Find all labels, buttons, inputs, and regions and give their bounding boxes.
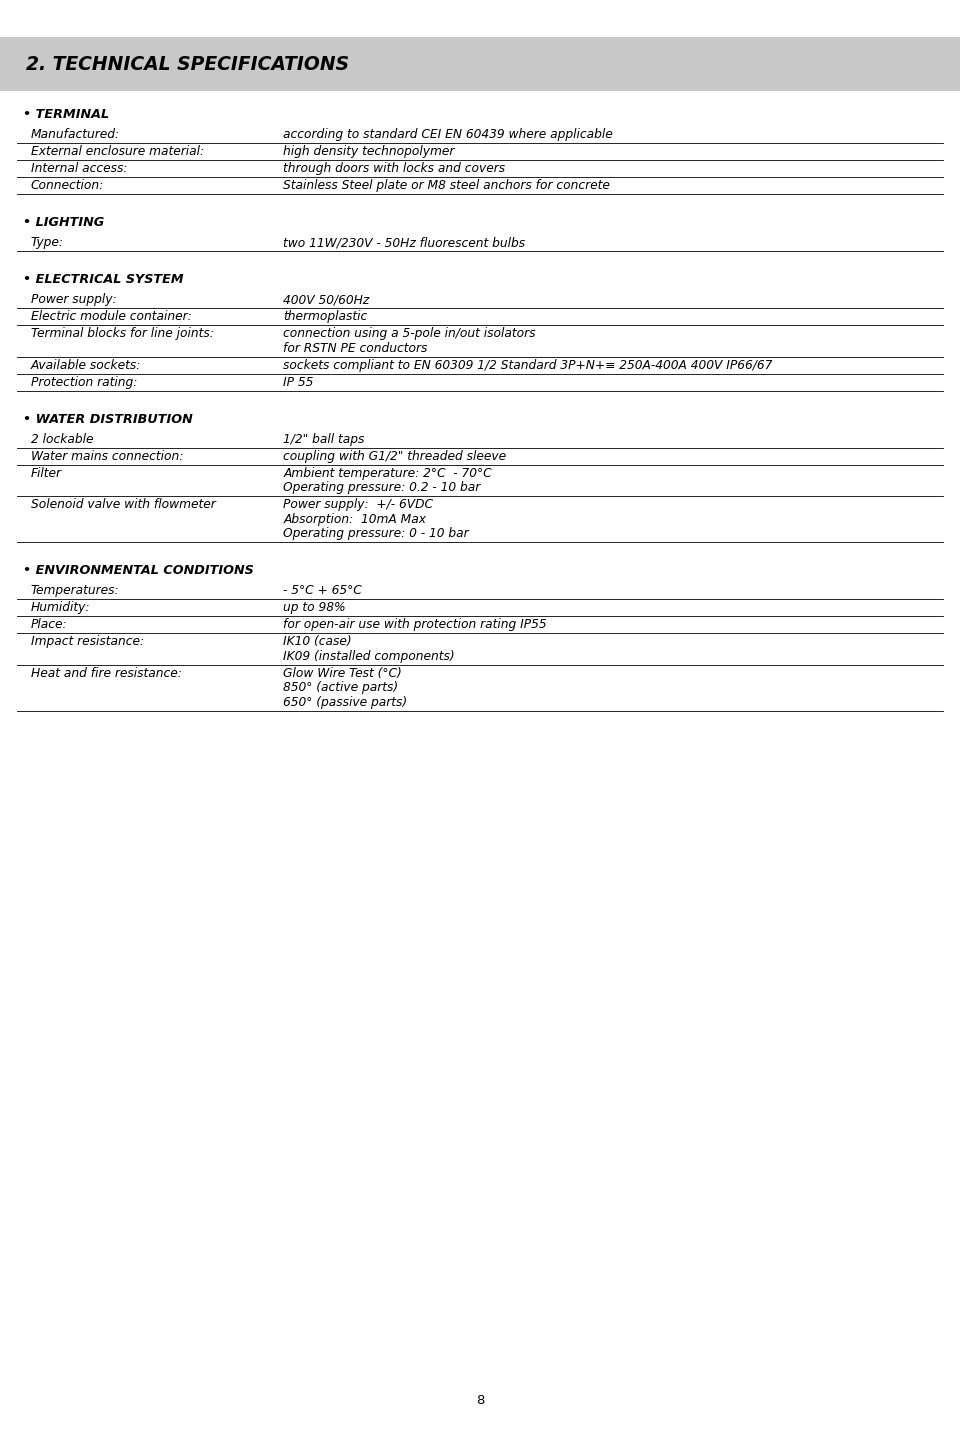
Text: sockets compliant to EN 60309 1/2 Standard 3P+N+≡ 250A-400A 400V IP66/67: sockets compliant to EN 60309 1/2 Standa… bbox=[283, 359, 773, 372]
Text: according to standard CEI EN 60439 where applicable: according to standard CEI EN 60439 where… bbox=[283, 129, 612, 141]
Text: Filter: Filter bbox=[31, 466, 61, 480]
Text: 8: 8 bbox=[476, 1393, 484, 1408]
Text: External enclosure material:: External enclosure material: bbox=[31, 144, 204, 159]
Text: IK09 (installed components): IK09 (installed components) bbox=[283, 650, 455, 663]
Text: Electric module container:: Electric module container: bbox=[31, 310, 191, 323]
Text: • TERMINAL: • TERMINAL bbox=[23, 109, 109, 121]
Text: Operating pressure: 0.2 - 10 bar: Operating pressure: 0.2 - 10 bar bbox=[283, 482, 480, 494]
Text: Place:: Place: bbox=[31, 617, 67, 632]
Text: IP 55: IP 55 bbox=[283, 376, 314, 389]
Bar bbox=[0, 37, 960, 91]
Text: Temperatures:: Temperatures: bbox=[31, 584, 119, 597]
Text: • ELECTRICAL SYSTEM: • ELECTRICAL SYSTEM bbox=[23, 273, 183, 286]
Text: 1/2" ball taps: 1/2" ball taps bbox=[283, 433, 365, 446]
Text: Ambient temperature: 2°C  - 70°C: Ambient temperature: 2°C - 70°C bbox=[283, 466, 492, 480]
Text: for open-air use with protection rating IP55: for open-air use with protection rating … bbox=[283, 617, 547, 632]
Text: - 5°C + 65°C: - 5°C + 65°C bbox=[283, 584, 362, 597]
Text: Power supply:: Power supply: bbox=[31, 293, 116, 306]
Text: through doors with locks and covers: through doors with locks and covers bbox=[283, 161, 505, 174]
Text: up to 98%: up to 98% bbox=[283, 602, 346, 614]
Text: 2 lockable: 2 lockable bbox=[31, 433, 93, 446]
Text: Stainless Steel plate or M8 steel anchors for concrete: Stainless Steel plate or M8 steel anchor… bbox=[283, 179, 610, 191]
Text: coupling with G1/2" threaded sleeve: coupling with G1/2" threaded sleeve bbox=[283, 450, 506, 463]
Text: two 11W/230V - 50Hz fluorescent bulbs: two 11W/230V - 50Hz fluorescent bulbs bbox=[283, 236, 525, 249]
Text: Internal access:: Internal access: bbox=[31, 161, 128, 174]
Text: 2. TECHNICAL SPECIFICATIONS: 2. TECHNICAL SPECIFICATIONS bbox=[26, 54, 349, 74]
Text: thermoplastic: thermoplastic bbox=[283, 310, 368, 323]
Text: 650° (passive parts): 650° (passive parts) bbox=[283, 696, 407, 709]
Text: Humidity:: Humidity: bbox=[31, 602, 90, 614]
Text: Manufactured:: Manufactured: bbox=[31, 129, 120, 141]
Text: • ENVIRONMENTAL CONDITIONS: • ENVIRONMENTAL CONDITIONS bbox=[23, 564, 253, 577]
Text: connection using a 5-pole in/out isolators: connection using a 5-pole in/out isolato… bbox=[283, 327, 536, 340]
Text: • LIGHTING: • LIGHTING bbox=[23, 216, 105, 229]
Text: 850° (active parts): 850° (active parts) bbox=[283, 682, 398, 694]
Text: Terminal blocks for line joints:: Terminal blocks for line joints: bbox=[31, 327, 213, 340]
Text: Absorption:  10mA Max: Absorption: 10mA Max bbox=[283, 513, 426, 526]
Text: for RSTN PE conductors: for RSTN PE conductors bbox=[283, 342, 427, 354]
Text: Power supply:  +/- 6VDC: Power supply: +/- 6VDC bbox=[283, 499, 433, 512]
Text: Impact resistance:: Impact resistance: bbox=[31, 634, 144, 647]
Text: Protection rating:: Protection rating: bbox=[31, 376, 137, 389]
Text: Water mains connection:: Water mains connection: bbox=[31, 450, 183, 463]
Text: Glow Wire Test (°C): Glow Wire Test (°C) bbox=[283, 666, 402, 680]
Text: IK10 (case): IK10 (case) bbox=[283, 634, 351, 647]
Text: Available sockets:: Available sockets: bbox=[31, 359, 141, 372]
Text: Type:: Type: bbox=[31, 236, 63, 249]
Text: Solenoid valve with flowmeter: Solenoid valve with flowmeter bbox=[31, 499, 215, 512]
Text: Connection:: Connection: bbox=[31, 179, 104, 191]
Text: high density technopolymer: high density technopolymer bbox=[283, 144, 455, 159]
Text: • WATER DISTRIBUTION: • WATER DISTRIBUTION bbox=[23, 413, 193, 426]
Text: 400V 50/60Hz: 400V 50/60Hz bbox=[283, 293, 370, 306]
Text: Heat and fire resistance:: Heat and fire resistance: bbox=[31, 666, 181, 680]
Text: Operating pressure: 0 - 10 bar: Operating pressure: 0 - 10 bar bbox=[283, 527, 468, 540]
